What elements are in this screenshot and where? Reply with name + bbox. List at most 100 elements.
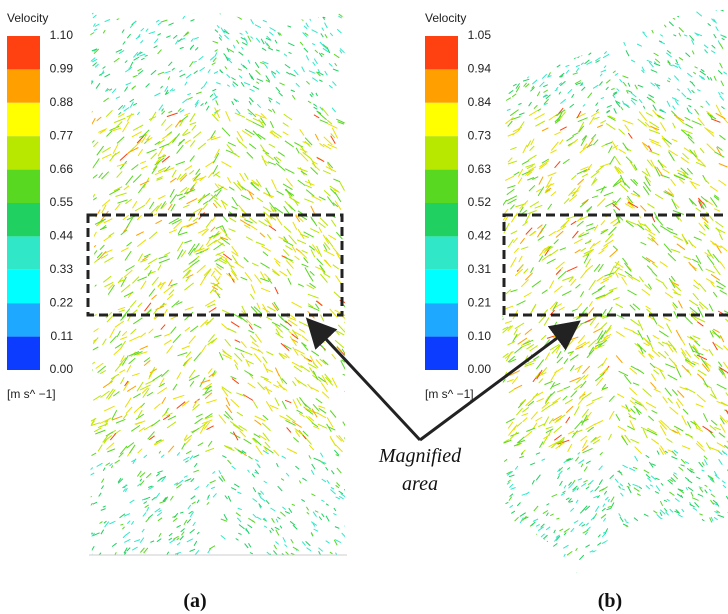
vector xyxy=(317,259,323,265)
vector xyxy=(570,365,574,371)
vector xyxy=(256,242,265,246)
vector xyxy=(227,85,230,87)
vector xyxy=(130,500,135,503)
vector xyxy=(191,20,195,22)
vector xyxy=(244,220,252,223)
vector xyxy=(235,348,244,352)
vector xyxy=(622,277,627,285)
vector xyxy=(244,173,248,180)
vector xyxy=(148,258,157,264)
vector xyxy=(721,572,727,574)
vector xyxy=(132,86,136,90)
vector xyxy=(660,512,662,516)
vector xyxy=(670,407,679,414)
vector xyxy=(517,503,520,506)
vector xyxy=(292,302,302,307)
vector xyxy=(126,176,133,185)
vector xyxy=(719,92,721,95)
vector xyxy=(292,95,295,99)
vector xyxy=(696,208,701,212)
vector xyxy=(598,286,605,291)
vector xyxy=(623,532,627,536)
vector xyxy=(664,508,667,511)
vector xyxy=(576,500,578,503)
vector xyxy=(505,568,508,571)
vector xyxy=(335,63,337,66)
vector xyxy=(592,196,598,198)
vector xyxy=(293,381,297,386)
vector xyxy=(626,573,631,575)
vector xyxy=(572,94,574,98)
vector xyxy=(266,352,273,355)
vector xyxy=(241,195,250,200)
vector xyxy=(560,99,565,103)
vector xyxy=(546,39,549,44)
vector xyxy=(80,440,88,447)
color-band xyxy=(425,303,458,336)
vector xyxy=(679,33,681,36)
vector xyxy=(189,370,195,378)
legend-tick: 0.52 xyxy=(468,195,492,209)
vector xyxy=(170,178,176,182)
vector xyxy=(178,480,183,484)
vector xyxy=(219,415,226,424)
vector xyxy=(665,293,673,299)
vector xyxy=(190,140,195,146)
vector xyxy=(307,512,309,514)
vector xyxy=(232,10,237,12)
vector xyxy=(172,133,179,142)
vector xyxy=(665,388,672,396)
vector xyxy=(146,518,150,522)
vector xyxy=(244,38,247,44)
vector xyxy=(563,545,568,548)
vector xyxy=(158,265,161,271)
vector xyxy=(325,23,328,28)
vector xyxy=(575,365,583,370)
vector xyxy=(601,98,604,99)
vector xyxy=(719,164,728,168)
vector xyxy=(667,324,672,334)
vector xyxy=(262,48,266,51)
vector xyxy=(249,98,253,103)
vector xyxy=(718,70,722,74)
vector xyxy=(331,136,336,144)
vector xyxy=(616,304,623,308)
vector xyxy=(337,468,341,473)
vector xyxy=(225,339,231,346)
vector xyxy=(687,422,690,429)
vector xyxy=(304,48,308,52)
vector xyxy=(193,132,201,138)
vector xyxy=(555,132,561,135)
vector xyxy=(103,276,111,282)
vector xyxy=(515,466,518,469)
vector xyxy=(105,74,111,77)
vector xyxy=(333,179,339,182)
vector xyxy=(592,38,595,42)
vector xyxy=(538,62,541,63)
vector xyxy=(256,70,261,75)
vector xyxy=(518,34,521,35)
vector xyxy=(718,451,722,455)
vector xyxy=(284,206,289,213)
vector xyxy=(324,273,331,277)
vector xyxy=(241,341,246,347)
vector xyxy=(607,105,612,107)
vector xyxy=(187,519,191,523)
vector xyxy=(239,76,242,79)
vector xyxy=(228,496,231,502)
vector xyxy=(169,538,172,540)
vector xyxy=(118,200,128,203)
vector xyxy=(272,518,275,523)
vector xyxy=(184,358,190,367)
vector xyxy=(95,64,98,67)
vector xyxy=(151,153,157,159)
vector xyxy=(324,242,330,249)
vector xyxy=(275,398,279,406)
vector xyxy=(587,31,592,34)
vector xyxy=(151,112,157,121)
vector xyxy=(504,529,507,534)
vector xyxy=(167,113,178,117)
vector xyxy=(110,433,116,440)
vector xyxy=(226,405,232,413)
vector xyxy=(559,529,563,531)
